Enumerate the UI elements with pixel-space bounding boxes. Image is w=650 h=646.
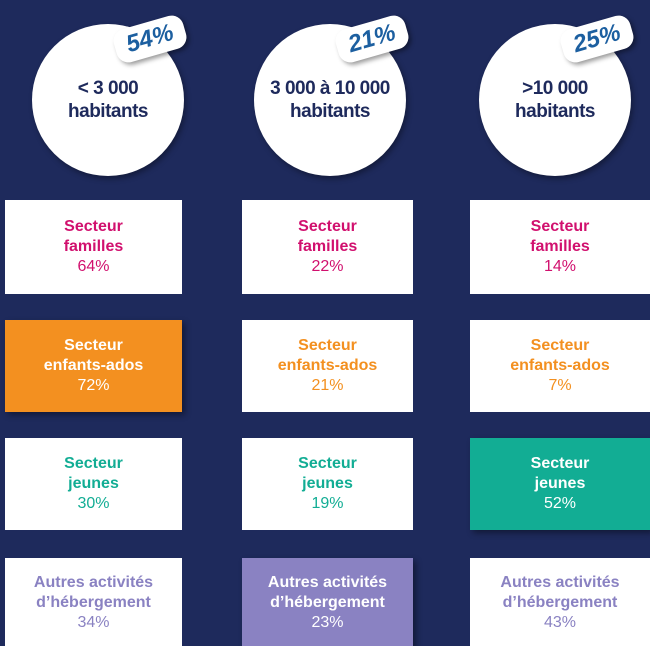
sector-title: Autres activités bbox=[500, 574, 620, 591]
sector-title: jeunes bbox=[68, 475, 119, 492]
sector-box: Secteur enfants-ados 21% bbox=[242, 320, 413, 412]
sector-title: Secteur bbox=[530, 337, 590, 354]
sector-value: 34% bbox=[77, 614, 110, 631]
sector-title: familles bbox=[63, 238, 124, 255]
sector-title: Secteur bbox=[298, 337, 357, 354]
sector-title: d’hébergement bbox=[502, 594, 618, 611]
sector-title: enfants-ados bbox=[277, 357, 378, 374]
sector-title: Autres activités bbox=[33, 574, 154, 591]
sector-value: 30% bbox=[77, 495, 110, 512]
sector-value: 21% bbox=[311, 377, 344, 394]
sector-value: 7% bbox=[548, 377, 572, 394]
sector-title: Secteur bbox=[64, 218, 123, 235]
sector-box: Secteur familles 22% bbox=[242, 200, 413, 294]
sector-value: 19% bbox=[311, 495, 344, 512]
sector-value: 52% bbox=[543, 495, 577, 512]
circle-label: habitants bbox=[68, 101, 148, 122]
sector-value: 72% bbox=[77, 377, 110, 394]
sector-title: jeunes bbox=[302, 475, 353, 492]
circle-label: habitants bbox=[290, 101, 370, 122]
sector-title: Secteur bbox=[64, 337, 123, 354]
sector-title: Secteur bbox=[530, 218, 590, 235]
sector-box: Secteur familles 64% bbox=[5, 200, 182, 294]
sector-box: Secteur familles 14% bbox=[470, 200, 650, 294]
circle-label: 3 000 à 10 000 bbox=[270, 78, 390, 99]
sector-box: Secteur jeunes 19% bbox=[242, 438, 413, 530]
sector-title: enfants-ados bbox=[510, 357, 610, 374]
sector-title: jeunes bbox=[534, 475, 586, 492]
sector-title: familles bbox=[530, 238, 590, 255]
sector-box: Secteur enfants-ados 72% bbox=[5, 320, 182, 412]
sector-title: Secteur bbox=[64, 455, 123, 472]
sector-title: d’hébergement bbox=[270, 594, 385, 611]
circle-label: habitants bbox=[515, 101, 595, 122]
sector-title: Secteur bbox=[530, 455, 590, 472]
sector-value: 43% bbox=[543, 614, 577, 631]
sector-title: enfants-ados bbox=[43, 357, 144, 374]
sector-box: Secteur jeunes 30% bbox=[5, 438, 182, 530]
sector-title: Secteur bbox=[298, 455, 357, 472]
sector-title: Secteur bbox=[298, 218, 357, 235]
sector-title: familles bbox=[297, 238, 358, 255]
sector-value: 22% bbox=[311, 258, 344, 275]
sector-box: Autres activités d’hébergement 43% bbox=[470, 558, 650, 646]
sector-box: Secteur jeunes 52% bbox=[470, 438, 650, 530]
sector-box: Autres activités d’hébergement 34% bbox=[5, 558, 182, 646]
sector-title: d’hébergement bbox=[36, 594, 151, 611]
sector-box: Autres activités d’hébergement 23% bbox=[242, 558, 413, 646]
circle-label: >10 000 bbox=[522, 78, 588, 99]
sector-box: Secteur enfants-ados 7% bbox=[470, 320, 650, 412]
sector-value: 64% bbox=[77, 258, 110, 275]
sector-value: 14% bbox=[543, 258, 577, 275]
circle-label: < 3 000 bbox=[77, 78, 139, 99]
sector-value: 23% bbox=[311, 614, 344, 631]
sector-title: Autres activités bbox=[267, 574, 388, 591]
